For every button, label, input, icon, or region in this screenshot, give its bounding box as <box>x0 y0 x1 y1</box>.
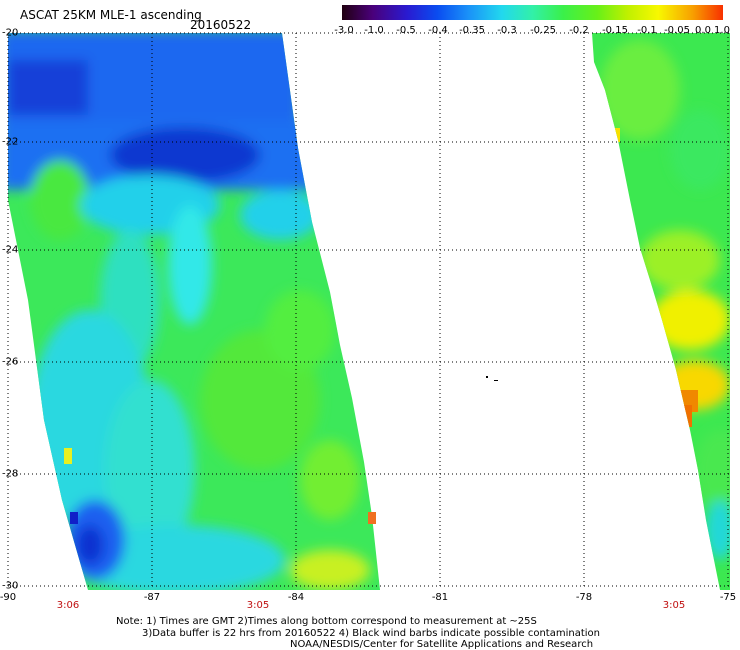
colorbar-label: 1.0 <box>714 25 730 36</box>
swath-time: 3:05 <box>246 600 270 611</box>
left-swath-yellow-pixel <box>64 448 72 464</box>
left-swath-orange-pixel <box>368 512 376 524</box>
map-title: ASCAT 25KM MLE-1 ascending <box>20 8 202 22</box>
colorbar-label: -0.25 <box>530 25 556 36</box>
colorbar-label: -0.4 <box>428 25 448 36</box>
swath-time: 3:06 <box>56 600 80 611</box>
lat-label: -20 <box>2 27 19 39</box>
colorbar-label: -0.05 <box>664 25 690 36</box>
map-date: 20160522 <box>190 18 252 32</box>
footnote-line-3: NOAA/NESDIS/Center for Satellite Applica… <box>290 639 594 650</box>
colorbar-label: -0.3 <box>497 25 517 36</box>
left-swath-blue-pixel <box>70 512 78 524</box>
lon-label: -87 <box>143 592 161 603</box>
colorbar-labels: -3.0 -1.0 -0.5 -0.4 -0.35 -0.3 -0.25 -0.… <box>330 25 730 37</box>
lon-label: -81 <box>431 592 449 603</box>
lat-label: -28 <box>2 468 19 480</box>
lat-label: -26 <box>2 356 19 368</box>
swath-time: 3:05 <box>662 600 686 611</box>
footnote-line-1: Note: 1) Times are GMT 2)Times along bot… <box>116 616 537 627</box>
lon-label: -84 <box>287 592 305 603</box>
colorbar-label: -0.1 <box>637 25 657 36</box>
colorbar <box>342 5 723 20</box>
colorbar-label: -0.35 <box>459 25 485 36</box>
colorbar-label: -0.15 <box>602 25 628 36</box>
lon-label: -78 <box>575 592 593 603</box>
lat-label: -24 <box>2 244 19 256</box>
colorbar-label: -0.5 <box>396 25 416 36</box>
lat-label: -22 <box>2 136 19 148</box>
colorbar-label: 0.0 <box>695 25 711 36</box>
lon-label: -90 <box>0 592 17 603</box>
colorbar-label: -0.2 <box>569 25 589 36</box>
island-marker <box>486 376 498 381</box>
colorbar-label: -3.0 <box>334 25 354 36</box>
left-swath <box>8 33 380 590</box>
lat-label: -30 <box>2 580 19 592</box>
footnote-line-2: 3)Data buffer is 22 hrs from 20160522 4)… <box>142 628 600 639</box>
map-grid <box>7 32 730 587</box>
right-swath <box>592 33 730 590</box>
colorbar-label: -1.0 <box>364 25 384 36</box>
lon-label: -75 <box>719 592 737 603</box>
